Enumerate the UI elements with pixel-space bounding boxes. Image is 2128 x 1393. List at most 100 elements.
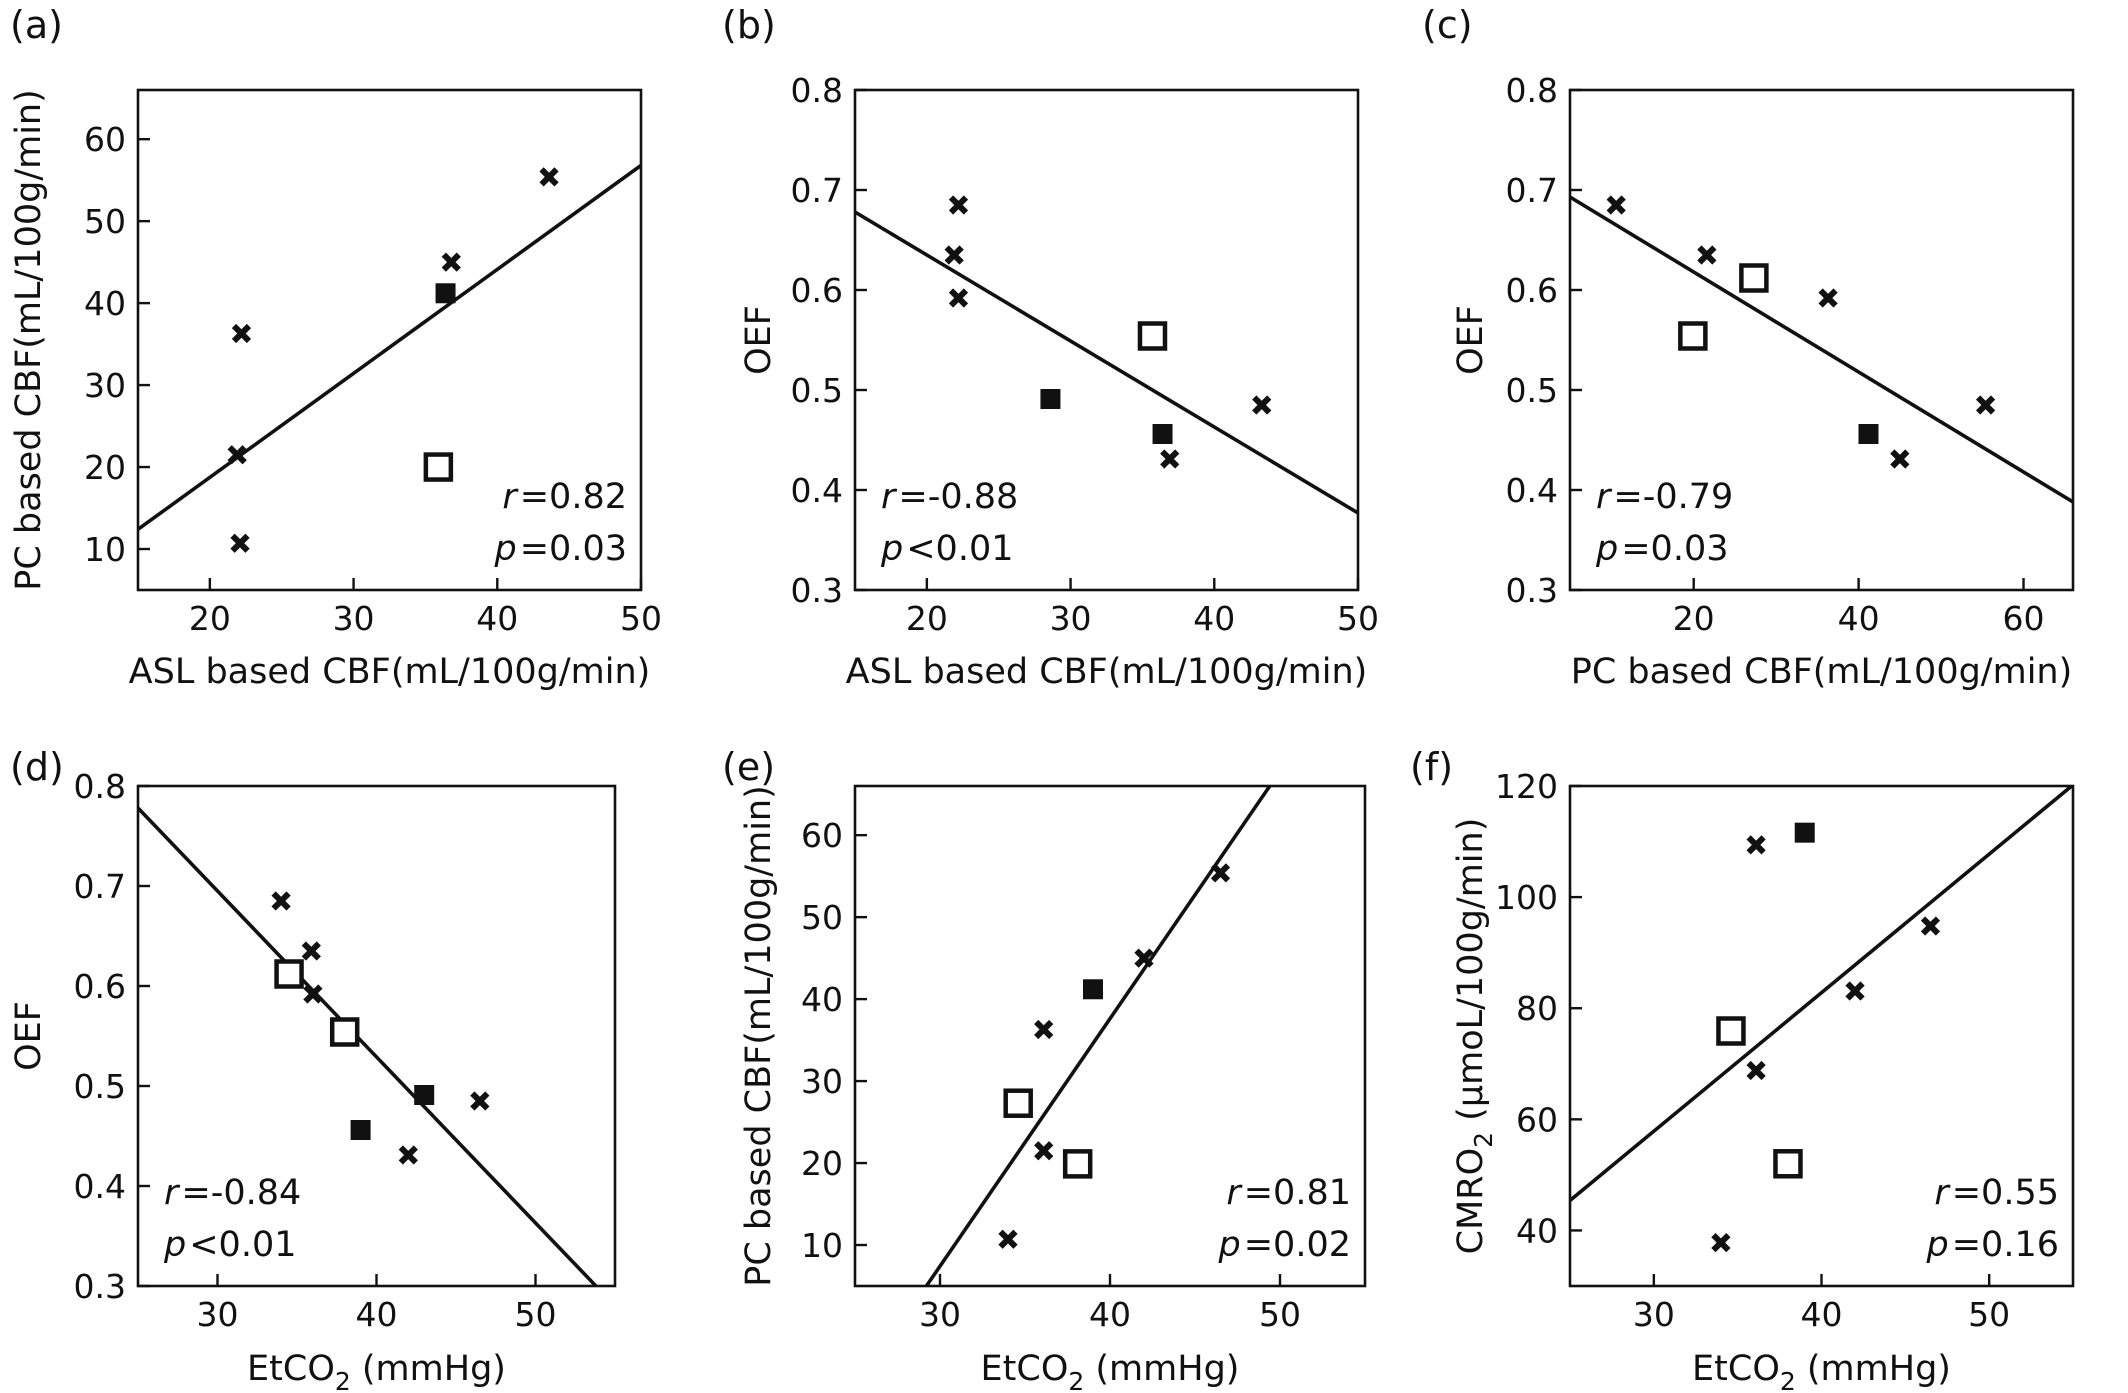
cross-point (1034, 1141, 1054, 1161)
y-axis-label: PC based CBF(mL/100g/min) (739, 785, 779, 1287)
x-tick-label: 50 (515, 1295, 557, 1334)
y-tick-label: 0.3 (74, 1267, 126, 1306)
plot-frame (853, 784, 1367, 1288)
y-tick-label: 0.5 (74, 1067, 126, 1106)
cross-point (398, 1145, 418, 1165)
y-tick-label: 0.7 (1506, 171, 1558, 210)
panel-e: (e) 30 40 50 10 20 30 40 50 60 r=0.81 p=0.02 EtCO2 (… (722, 745, 1367, 1393)
y-tick-label: 0.8 (1506, 71, 1558, 110)
x-tick-label: 50 (1259, 1295, 1301, 1334)
y-tick-label: 50 (84, 202, 126, 241)
stat-r: r=0.81 (1226, 1173, 1351, 1213)
cross-point (1711, 1233, 1731, 1253)
x-axis-label: EtCO2 (mmHg) (1692, 1349, 1951, 1393)
cross-point (303, 984, 323, 1004)
filled-square-point (435, 283, 456, 304)
cross-point (1746, 835, 1766, 855)
cross-point (1975, 395, 1996, 415)
y-tick-label: 0.5 (1506, 371, 1558, 410)
open-square-point (423, 452, 454, 482)
y-tick-label: 80 (1516, 989, 1558, 1028)
regression-line (855, 210, 1358, 515)
y-tick-label: 30 (84, 366, 126, 405)
stat-p: p=0.02 (1218, 1225, 1351, 1265)
cross-point (1034, 1019, 1054, 1040)
y-tick-label: 0.7 (74, 867, 126, 906)
cross-point (998, 1229, 1018, 1249)
cross-point (944, 245, 964, 265)
regression-line (1570, 195, 2073, 504)
panel-label: (d) (10, 745, 64, 789)
regression-line (138, 163, 641, 531)
x-tick-label: 30 (1633, 1295, 1675, 1334)
stat-p: p=0.03 (494, 529, 627, 569)
x-tick-label: 50 (620, 599, 662, 638)
y-tick-label: 10 (801, 1226, 843, 1265)
x-tick-label: 40 (1801, 1295, 1843, 1334)
x-axis-label: EtCO2 (mmHg) (247, 1349, 506, 1393)
cross-point (1818, 288, 1838, 308)
y-tick-label: 40 (801, 980, 843, 1019)
cross-point (948, 195, 969, 215)
panel-label: (c) (1422, 3, 1473, 47)
y-tick-label: 60 (801, 816, 843, 855)
panel-label: (a) (10, 3, 63, 47)
y-tick-label: 0.4 (1506, 471, 1558, 510)
cross-point (227, 445, 247, 465)
y-axis-label: CMRO2 (μmoL/100g/min) (1451, 818, 1498, 1255)
x-tick-label: 30 (333, 599, 375, 638)
open-square-point (1716, 1016, 1746, 1046)
y-axis-label: OEF (1451, 305, 1491, 375)
y-axis-label: OEF (9, 1001, 49, 1071)
stat-p: p<0.01 (163, 1225, 296, 1265)
x-tick-label: 30 (919, 1295, 961, 1334)
regression-line (1570, 786, 2073, 1202)
y-tick-label: 0.4 (791, 471, 843, 510)
y-tick-label: 120 (1495, 767, 1558, 806)
cross-point (1160, 449, 1180, 469)
open-square-point (329, 1017, 360, 1047)
y-tick-label: 0.3 (791, 571, 843, 610)
cross-point (1845, 981, 1865, 1001)
cross-point (948, 288, 969, 308)
cross-point (1920, 916, 1941, 936)
open-square-point (1773, 1149, 1803, 1179)
stat-r: r=-0.88 (881, 477, 1018, 517)
panel-label: (b) (722, 3, 776, 47)
x-tick-label: 40 (1193, 599, 1235, 638)
open-square-point (1062, 1149, 1093, 1179)
y-axis-label: OEF (739, 305, 779, 375)
x-tick-label: 20 (1673, 599, 1715, 638)
stat-p: p=0.16 (1926, 1225, 2059, 1265)
open-square-point (1678, 321, 1708, 351)
y-tick-label: 0.8 (791, 71, 843, 110)
y-tick-label: 0.3 (1506, 571, 1558, 610)
y-tick-label: 0.6 (74, 967, 126, 1006)
stat-r: r=0.82 (502, 477, 627, 517)
filled-square-point (350, 1120, 371, 1140)
y-tick-label: 40 (1516, 1211, 1558, 1250)
x-tick-label: 20 (906, 599, 948, 638)
open-square-point (1137, 321, 1168, 351)
y-tick-label: 20 (801, 1144, 843, 1183)
cross-point (231, 323, 252, 344)
y-tick-label: 60 (84, 120, 126, 159)
cross-point (1210, 863, 1231, 883)
y-tick-label: 30 (801, 1062, 843, 1101)
y-tick-label: 60 (1516, 1100, 1558, 1139)
x-axis-label: PC based CBF(mL/100g/min) (1571, 652, 2073, 692)
filled-square-point (1794, 822, 1815, 843)
panel-b: (b) 20 30 40 50 0.3 0.4 0.5 0.6 0.7 0.8 r=-0.88 p<0.… (722, 3, 1379, 692)
cross-point (1134, 948, 1154, 968)
filled-square-point (1152, 424, 1173, 444)
y-tick-label: 50 (801, 898, 843, 937)
regression-line (138, 806, 598, 1286)
cross-point (539, 167, 559, 187)
filled-square-point (1083, 979, 1103, 1000)
x-tick-label: 40 (476, 599, 518, 638)
y-tick-label: 0.5 (791, 371, 843, 410)
filled-square-point (414, 1085, 435, 1105)
panel-a: (a) 20 30 40 50 10 20 30 40 50 60 r=0.82 p=0.03 ASL b… (9, 3, 662, 692)
y-tick-label: 100 (1495, 878, 1558, 917)
